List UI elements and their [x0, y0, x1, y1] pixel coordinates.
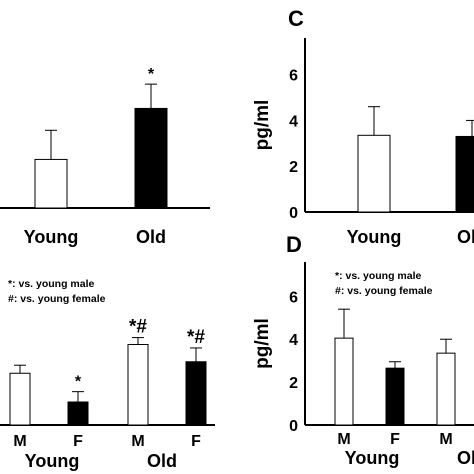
panel2-y-tick-label-1: 2 — [289, 159, 298, 176]
panel3-legend-entry-0: *: vs. young male — [8, 278, 95, 290]
panel3-x-tick-label-3: F — [191, 433, 201, 450]
panel3-significance-2: *# — [129, 317, 147, 338]
panel4-group-label-1: Old — [457, 448, 474, 468]
panel4-legend-entry-0: *: vs. young male — [335, 270, 422, 282]
panel4-x-tick-label-1: F — [390, 431, 400, 448]
panel4-y-tick-label-2: 4 — [289, 332, 298, 349]
panel3-x-tick-label-2: M — [131, 433, 144, 450]
panel3-x-tick-label-0: M — [13, 433, 26, 450]
panel3-group-label-0: Young — [25, 451, 80, 471]
panel4-y-axis-label: pg/ml — [252, 318, 273, 369]
panel4-x-tick-label-0: M — [337, 431, 350, 448]
panel2-bar-1 — [455, 135, 474, 213]
panel3-bar-0 — [9, 372, 31, 426]
panel4-legend-entry-1: #: vs. young female — [335, 285, 433, 297]
panel3-group-label-1: Old — [147, 451, 177, 471]
panel4-bar-1 — [385, 367, 405, 426]
panel4-bar-0 — [334, 337, 354, 426]
panel4-x-tick-label-2: M — [439, 431, 452, 448]
panel3-x-tick-label-1: F — [73, 433, 83, 450]
panel2-y-tick-label-0: 0 — [289, 205, 298, 222]
panel2-x-tick-label-1: Old — [457, 227, 474, 247]
panel3-bar-2 — [127, 344, 149, 426]
panel3-significance-3: *# — [187, 327, 205, 348]
panel4-y-tick-label-1: 2 — [289, 375, 298, 392]
panel3-significance-1: * — [75, 374, 82, 391]
panel1-x-tick-label-1: Old — [136, 227, 166, 247]
panel3-bar-3 — [185, 361, 207, 426]
panel1-bar-1 — [134, 107, 168, 209]
panel3-legend-entry-1: #: vs. young female — [8, 293, 106, 305]
panel4-panel-label: D — [286, 232, 302, 257]
panel4-group-label-0: Young — [345, 448, 400, 468]
panel2-bar-0 — [357, 134, 391, 213]
panel2-x-tick-label-0: Young — [347, 227, 402, 247]
panel4-bar-2 — [436, 352, 456, 426]
panel3-bar-1 — [67, 401, 89, 426]
panel1-significance-1: * — [148, 66, 155, 83]
panel1-x-tick-label-0: Young — [24, 227, 79, 247]
panel2-panel-label: C — [288, 6, 304, 31]
panel2-y-axis-label: pg/ml — [252, 100, 273, 151]
panel4-y-tick-label-0: 0 — [289, 418, 298, 435]
panel4-y-tick-label-3: 6 — [289, 289, 298, 306]
panel1-bar-0 — [34, 158, 68, 209]
panel2-y-tick-label-3: 6 — [289, 68, 298, 85]
panel2-y-tick-label-2: 4 — [289, 113, 298, 130]
